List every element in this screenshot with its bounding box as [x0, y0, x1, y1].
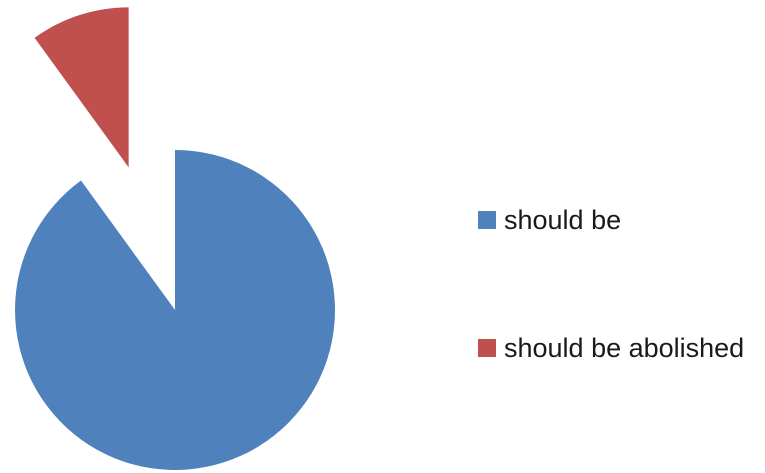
legend-item-should-be-abolished: should be abolished: [478, 328, 763, 368]
pie-slice-should-be-abolished: [34, 7, 129, 168]
legend-label-should-be-abolished: should be abolished: [504, 332, 745, 363]
legend-label-should-be: should be: [504, 204, 622, 235]
legend-swatch-should-be-abolished: [478, 339, 496, 357]
legend-item-should-be: should be: [478, 200, 763, 240]
legend: should be should be abolished: [478, 200, 763, 456]
pie-slice-should-be: [15, 150, 336, 470]
legend-swatch-should-be: [478, 211, 496, 229]
